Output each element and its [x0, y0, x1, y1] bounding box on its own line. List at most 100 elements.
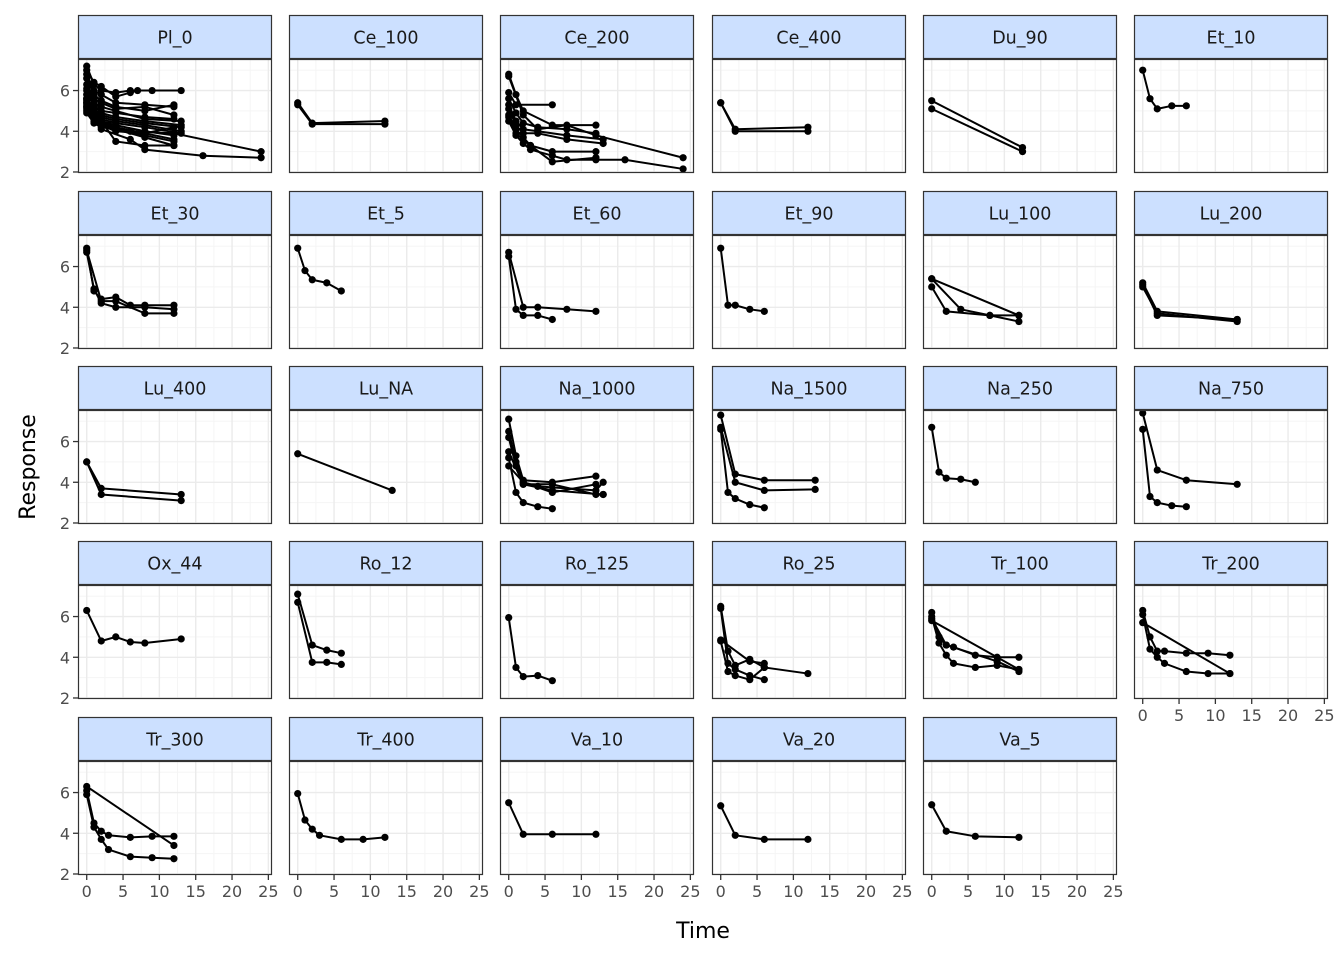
- panel-data: [83, 62, 265, 162]
- facet-panel-Du_90: Du_90: [922, 14, 1118, 174]
- facet-panel-Et_60: Et_60: [499, 190, 695, 350]
- facet-panel-Va_5: Va_5: [922, 716, 1118, 876]
- facet-strip-label: Lu_400: [144, 380, 207, 400]
- facet-panel-Lu_NA: Lu_NA: [288, 365, 484, 525]
- x-tick-label: 0: [504, 882, 514, 901]
- facet-strip: [288, 190, 484, 236]
- panel-data: [294, 590, 345, 668]
- panel-data: [928, 97, 1027, 156]
- facet-strip-label: Na_1000: [558, 380, 635, 400]
- x-tick-label: 25: [892, 882, 912, 901]
- facet-strip-label: Et_60: [573, 205, 622, 225]
- y-tick-label: 4: [60, 824, 70, 843]
- facet-strip-label: Pl_0: [157, 29, 192, 49]
- panel-data: [83, 244, 178, 317]
- x-tick-label: 5: [1174, 706, 1184, 725]
- x-tick-label: 20: [856, 882, 876, 901]
- facet-panel-Et_5: Et_5: [288, 190, 484, 350]
- facet-strip: [922, 190, 1118, 236]
- x-tick-label: 15: [820, 882, 840, 901]
- facet-strip-label: Va_20: [783, 731, 835, 751]
- facet-strip: [499, 540, 695, 586]
- panel-data: [505, 415, 607, 513]
- x-tick-label: 25: [1314, 706, 1334, 725]
- x-tick-label: 0: [293, 882, 303, 901]
- panel-data: [928, 275, 1023, 326]
- x-tick-label: 5: [118, 882, 128, 901]
- x-tick-label: 25: [1103, 882, 1123, 901]
- facet-strip-label: Tr_100: [990, 555, 1048, 575]
- y-tick-label: 6: [60, 433, 70, 452]
- y-tick-label: 4: [60, 298, 70, 317]
- facet-strip: [1133, 540, 1329, 586]
- panel-data: [717, 602, 812, 684]
- facet-panel-Na_1500: Na_1500: [711, 365, 907, 525]
- x-tick-label: 15: [397, 882, 417, 901]
- panel-data: [928, 801, 1023, 841]
- facet-panel-Ro_25: Ro_25: [711, 540, 907, 700]
- panel-data: [1139, 279, 1241, 326]
- facet-panel-Ce_400: Ce_400: [711, 14, 907, 174]
- x-tick-label: 20: [1278, 706, 1298, 725]
- x-tick-label: 25: [258, 882, 278, 901]
- x-tick-label: 20: [1067, 882, 1087, 901]
- facet-strip: [288, 14, 484, 60]
- facet-strip-label: Ox_44: [147, 555, 202, 575]
- facet-strip: [288, 365, 484, 411]
- y-axes: 2 4 6 2 4 6 2 4 6 2 4 6 2 4 6: [60, 82, 78, 884]
- facet-strip-label: Et_90: [785, 205, 834, 225]
- panel-data: [83, 606, 185, 647]
- x-tick-label: 15: [1031, 882, 1051, 901]
- facet-strip-label: Ro_12: [359, 555, 412, 575]
- facet-panel-Lu_200: Lu_200: [1133, 190, 1329, 350]
- facet-panel-Va_10: Va_10: [499, 716, 695, 876]
- facet-panel-Ce_200: Ce_200: [499, 14, 695, 174]
- x-tick-label: 10: [783, 882, 803, 901]
- facet-panel-Tr_300: Tr_300: [77, 716, 273, 876]
- facet-strip-label: Tr_400: [356, 731, 414, 751]
- facet-strip: [711, 365, 907, 411]
- facet-strip-label: Ro_25: [782, 555, 835, 575]
- facet-strip-label: Et_30: [151, 205, 200, 225]
- facet-panel-Ox_44: Ox_44: [77, 540, 273, 700]
- panel-data: [1139, 409, 1241, 511]
- panel-data: [1139, 606, 1234, 678]
- facet-strip: [77, 716, 273, 762]
- panel-data: [505, 70, 687, 173]
- panel-data: [717, 411, 819, 512]
- facet-strip-label: Na_250: [987, 380, 1053, 400]
- x-tick-label: 20: [433, 882, 453, 901]
- facet-strip-label: Ce_400: [776, 29, 841, 49]
- facet-strip: [499, 14, 695, 60]
- facet-strip-label: Lu_200: [1200, 205, 1263, 225]
- facet-panel-Lu_100: Lu_100: [922, 190, 1118, 350]
- x-tick-label: 10: [1205, 706, 1225, 725]
- panel-data: [505, 799, 600, 838]
- y-axis-title: Response: [16, 414, 41, 520]
- x-tick-label: 5: [540, 882, 550, 901]
- facet-strip-label: Lu_100: [989, 205, 1052, 225]
- facet-strip-label: Na_1500: [770, 380, 847, 400]
- panel-data: [294, 789, 389, 843]
- x-axes: 0 5 10 15 20 25 0 5 10 15 20 25 0 5 10 15 20 25 0 5 10 15 20 25…: [82, 699, 1335, 901]
- x-tick-label: 20: [222, 882, 242, 901]
- facet-panel-Na_1000: Na_1000: [499, 365, 695, 525]
- panel-data: [83, 782, 178, 863]
- panel-data: [505, 613, 556, 685]
- facet-strip: [499, 365, 695, 411]
- facet-panels: Pl_0 Ce_100 Ce_200 Ce_400 Du_90 Et_10 Et_30 Et_…: [77, 14, 1329, 876]
- facet-strip: [922, 365, 1118, 411]
- panel-data: [294, 99, 389, 128]
- x-tick-label: 15: [186, 882, 206, 901]
- y-tick-label: 6: [60, 258, 70, 277]
- y-tick-label: 6: [60, 608, 70, 627]
- facet-panel-Tr_100: Tr_100: [922, 540, 1118, 700]
- panel-data: [717, 244, 768, 315]
- facet-strip: [711, 540, 907, 586]
- y-tick-label: 6: [60, 784, 70, 803]
- facet-panel-Ro_12: Ro_12: [288, 540, 484, 700]
- facet-strip-label: Ce_100: [353, 29, 418, 49]
- facet-strip-label: Na_750: [1198, 380, 1264, 400]
- y-tick-label: 2: [60, 339, 70, 358]
- facet-strip-label: Lu_NA: [359, 380, 413, 400]
